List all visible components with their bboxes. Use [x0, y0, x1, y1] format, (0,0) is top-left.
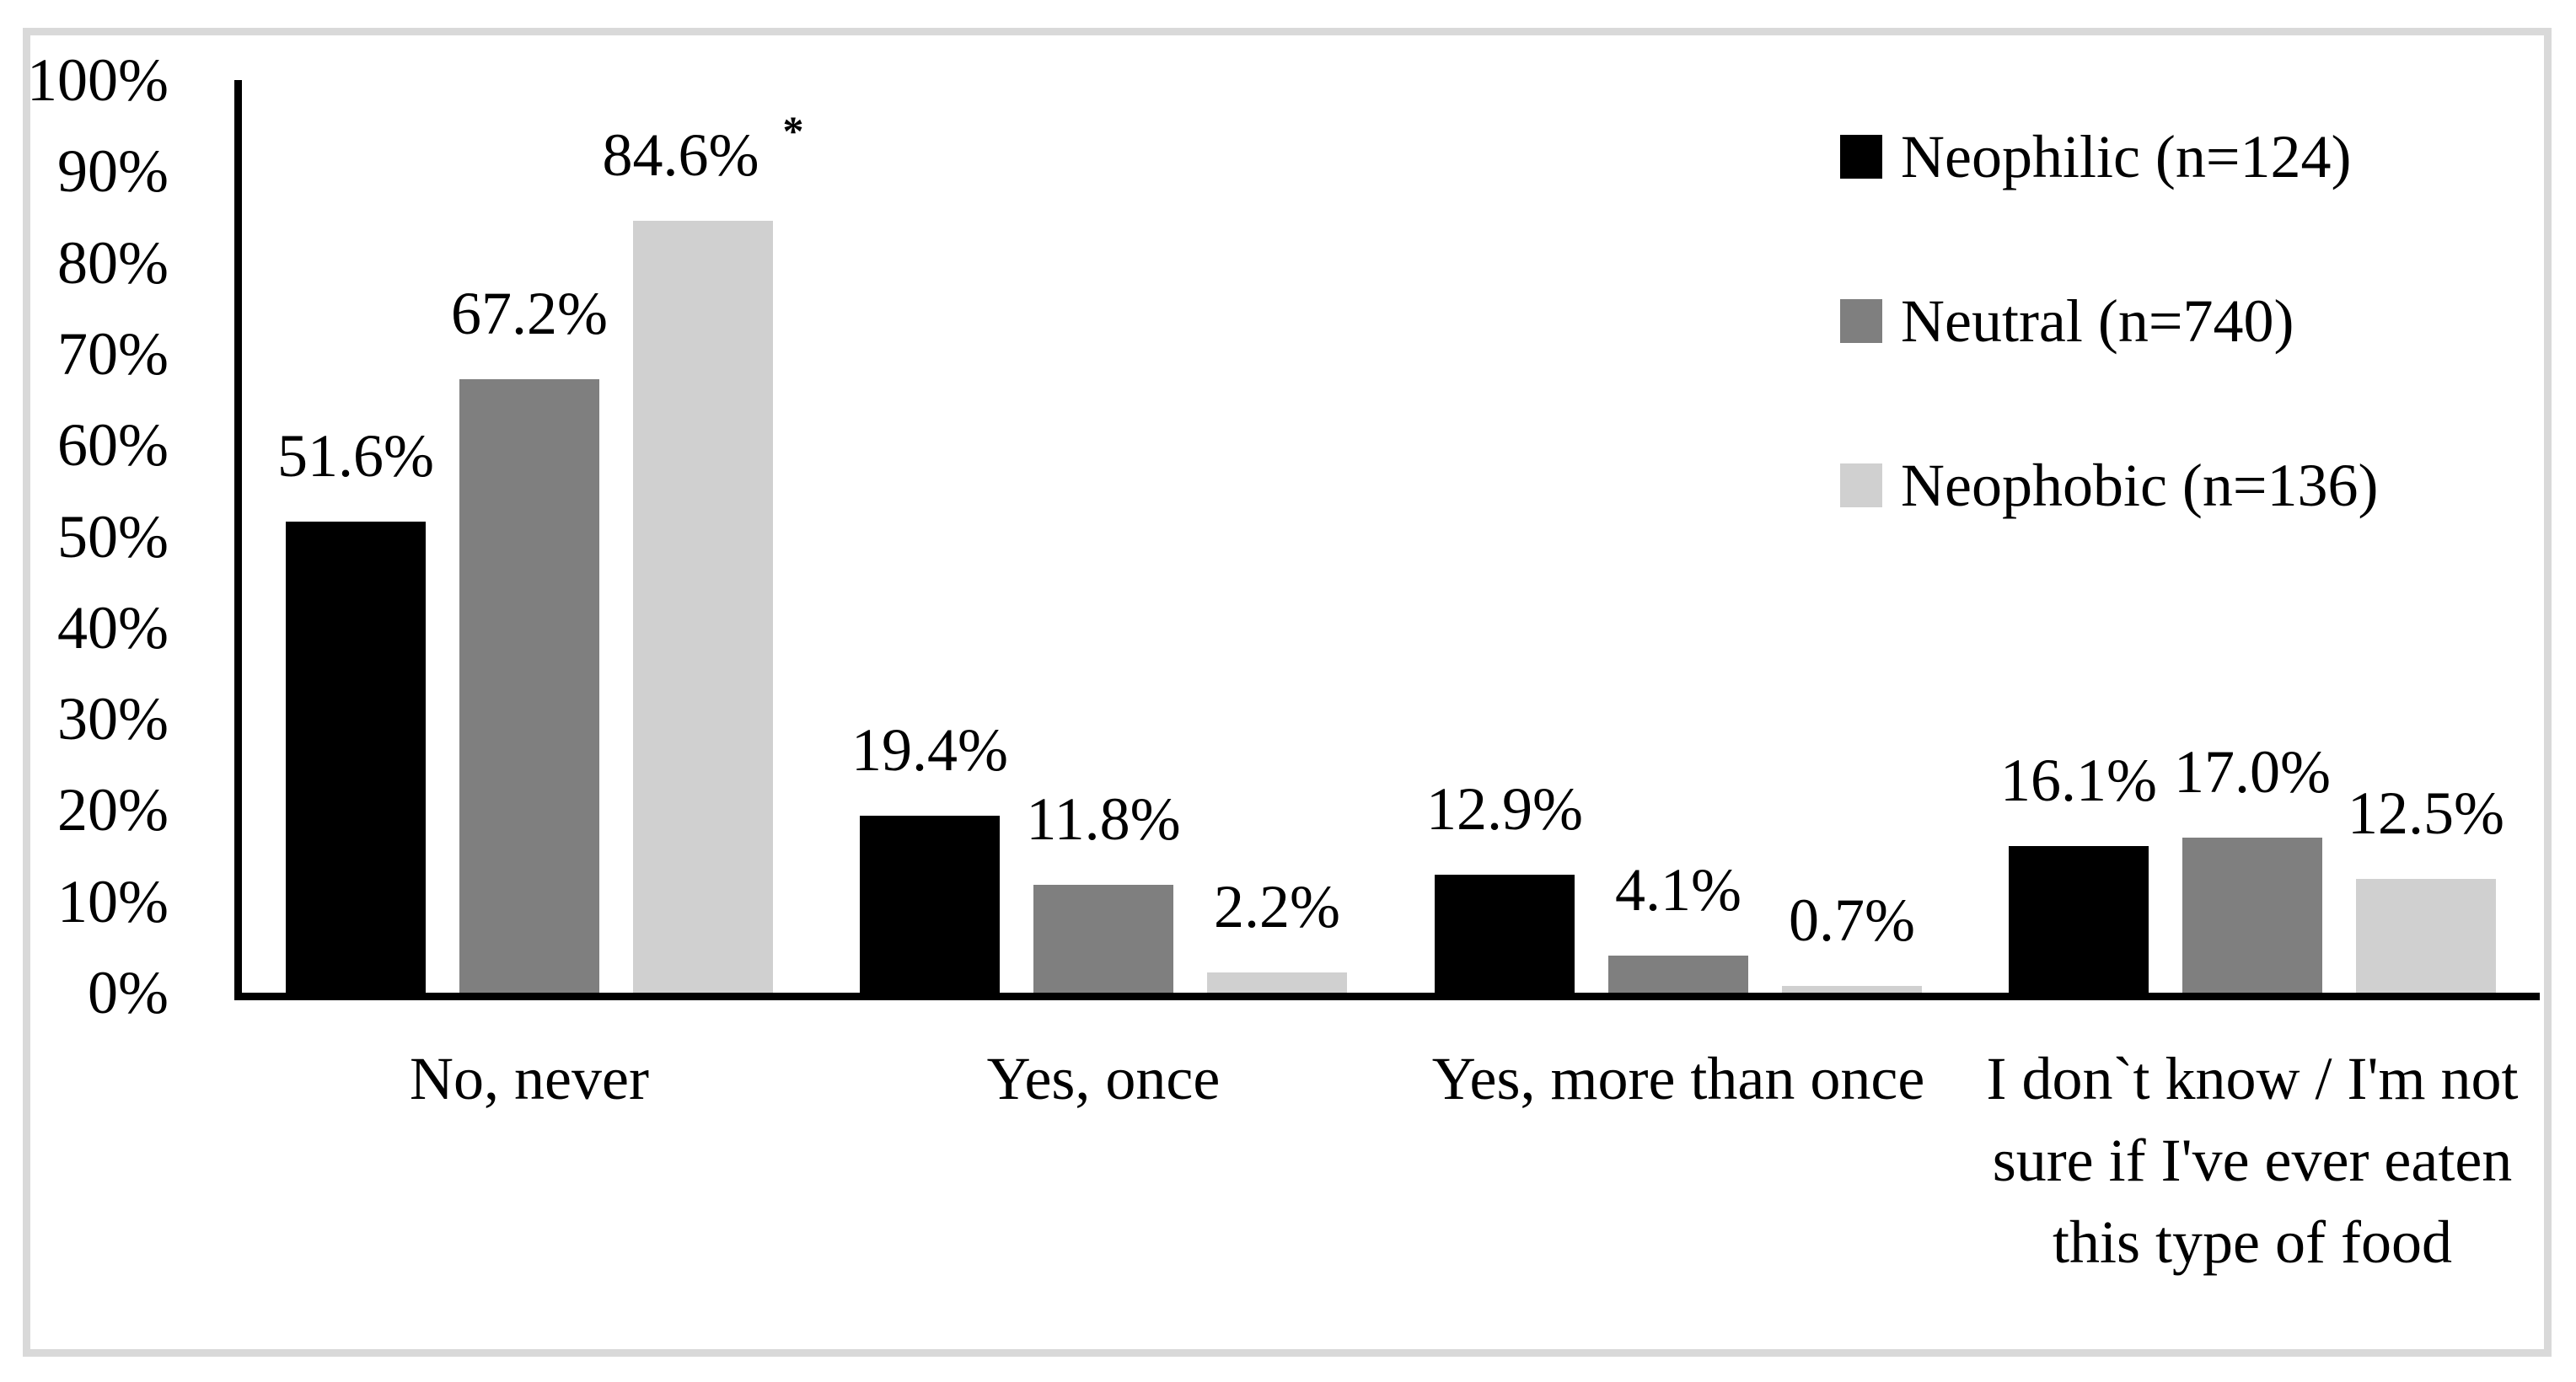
- bar-value-label: 51.6%: [187, 426, 524, 486]
- bar-value-label: 0.7%: [1683, 890, 2021, 951]
- legend-item: Neutral (n=740): [1840, 291, 2294, 351]
- bar-value-text: 51.6%: [277, 422, 434, 490]
- bar-value-text: 12.9%: [1426, 775, 1583, 843]
- y-tick-label: 80%: [57, 228, 169, 297]
- legend-swatch: [1840, 299, 1882, 343]
- legend-item: Neophobic (n=136): [1840, 455, 2378, 516]
- y-tick-label: 70%: [57, 319, 169, 388]
- legend-swatch: [1840, 135, 1882, 179]
- bar-value-text: 19.4%: [851, 716, 1008, 784]
- bar-value-text: 11.8%: [1026, 785, 1181, 853]
- bar-value-text: 0.7%: [1789, 887, 1915, 954]
- legend-label: Neophobic (n=136): [1901, 452, 2379, 519]
- bar-value-text: 16.1%: [2000, 747, 2157, 814]
- category-label: Yes, more than once: [1431, 1045, 1925, 1112]
- legend-label: Neophilic (n=124): [1901, 123, 2352, 190]
- bar-value-label: 16.1%: [1910, 750, 2247, 811]
- y-tick-label: 40%: [57, 593, 169, 662]
- bar: [286, 522, 426, 993]
- bar: [2182, 838, 2322, 993]
- bar: [459, 379, 599, 993]
- x-axis-line: [234, 993, 2540, 1000]
- bar-value-label: 2.2%: [1108, 876, 1446, 937]
- y-tick-label: 30%: [57, 685, 169, 753]
- significance-asterisk: *: [782, 107, 804, 154]
- bar-value-label: 84.6% *: [534, 107, 872, 191]
- bar: [860, 816, 1000, 993]
- legend-swatch: [1840, 463, 1882, 507]
- y-axis-line: [234, 80, 242, 1000]
- bar-value-text: 4.1%: [1615, 856, 1741, 924]
- chart-frame: [23, 28, 2552, 1357]
- bar-value-label: 11.8%: [935, 789, 1272, 849]
- category-label: I don`t know / I'm not sure if I've ever…: [1986, 1045, 2519, 1276]
- bar-value-label: 12.5%: [2257, 783, 2576, 844]
- legend-label: Neutral (n=740): [1901, 287, 2294, 355]
- y-tick-label: 90%: [57, 137, 169, 206]
- bar-value-label: 4.1%: [1510, 860, 1847, 920]
- bar-value-label: 12.9%: [1336, 779, 1673, 839]
- category-label: Yes, once: [986, 1045, 1221, 1112]
- bar-value-text: 84.6%: [602, 121, 759, 189]
- bar-value-label: 17.0%: [2084, 742, 2421, 802]
- bar: [633, 221, 773, 993]
- y-tick-label: 60%: [57, 411, 169, 479]
- bar-value-text: 67.2%: [451, 280, 608, 347]
- y-tick-label: 100%: [27, 46, 169, 114]
- legend-item: Neophilic (n=124): [1840, 126, 2351, 187]
- category-label: No, never: [410, 1045, 649, 1112]
- bar: [1033, 885, 1173, 993]
- y-tick-label: 0%: [88, 959, 169, 1026]
- bar-value-text: 12.5%: [2348, 779, 2504, 847]
- y-tick-label: 10%: [57, 867, 169, 935]
- bar: [1435, 875, 1575, 993]
- bar: [1207, 972, 1347, 993]
- bar: [2356, 879, 2496, 993]
- bar-value-label: 19.4%: [761, 720, 1098, 780]
- y-tick-label: 50%: [57, 502, 169, 570]
- bar: [1782, 986, 1922, 993]
- bar: [1608, 956, 1748, 993]
- bar: [2009, 846, 2149, 993]
- bar-value-text: 2.2%: [1214, 873, 1340, 940]
- bar-value-label: 67.2%: [361, 283, 698, 344]
- bar-value-text: 17.0%: [2174, 738, 2331, 806]
- y-tick-label: 20%: [57, 776, 169, 844]
